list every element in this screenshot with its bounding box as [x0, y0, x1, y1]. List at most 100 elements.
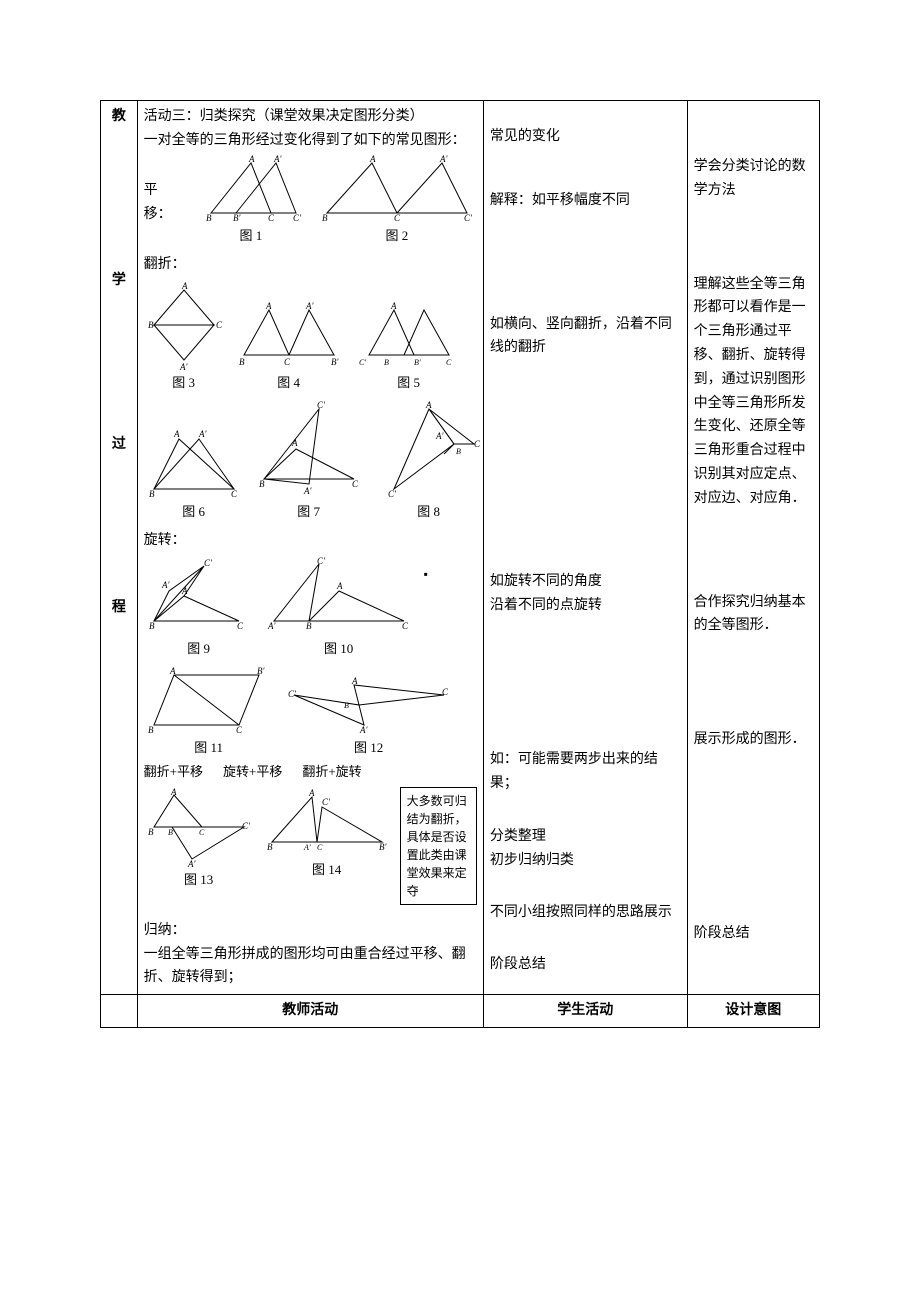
svg-text:A': A'	[359, 725, 368, 735]
content-row: 教 学 过 程 活动三：归类探究（课堂效果决定图形分类） 一对全等的三角形经过变…	[101, 101, 820, 995]
fig8: A A' B C C' 图 8	[374, 399, 484, 523]
svg-text:C': C'	[359, 358, 366, 367]
teacher-cell: 活动三：归类探究（课堂效果决定图形分类） 一对全等的三角形经过变化得到了如下的常…	[137, 101, 483, 995]
svg-text:A': A'	[267, 621, 276, 631]
svg-text:C': C'	[464, 213, 473, 223]
svg-text:A: A	[181, 586, 188, 596]
student-cell: 常见的变化 解释：如平移幅度不同 如横向、竖向翻折，沿着不同线的翻折 如旋转不同…	[483, 101, 687, 995]
lesson-plan-table: 教 学 过 程 活动三：归类探究（课堂效果决定图形分类） 一对全等的三角形经过变…	[100, 100, 820, 1028]
svg-text:A: A	[308, 788, 315, 798]
svg-text:C: C	[268, 213, 275, 223]
header-design: 设计意图	[687, 995, 819, 1028]
svg-text:C: C	[394, 213, 401, 223]
svg-text:B: B	[149, 489, 155, 499]
guina-t: 一组全等三角形拼成的图形均可由重合经过平移、翻折、旋转得到；	[144, 943, 477, 991]
svg-text:C: C	[317, 843, 323, 852]
svg-text:A: A	[265, 301, 272, 311]
fig13-svg: A B B' C C' A'	[144, 787, 254, 867]
fig2: A A' B C C' 图 2	[317, 153, 477, 247]
svg-text:C: C	[216, 320, 223, 330]
svg-text:A: A	[169, 666, 176, 676]
note-box: 大多数可归结为翻折，具体是否设置此类由课堂效果来定夺	[400, 787, 477, 905]
design-cell: 学会分类讨论的数学方法 理解这些全等三角形都可以看作是一个三角形通过平移、翻折、…	[687, 101, 819, 995]
design-d2: 理解这些全等三角形都可以看作是一个三角形通过平移、翻折、旋转得到，通过识别图形中…	[694, 273, 813, 511]
rail-char: 学	[107, 269, 131, 293]
fig8-svg: A A' B C C'	[374, 399, 484, 499]
svg-text:C': C'	[388, 489, 397, 499]
svg-text:C: C	[446, 358, 452, 367]
label-pingyi: 平移：	[144, 179, 185, 227]
svg-text:C': C'	[293, 213, 302, 223]
fig1-svg: A A' B B' C C'	[191, 153, 311, 223]
fig4: A A' B C B' 图 4	[234, 300, 344, 394]
fig6-label: 图 6	[182, 501, 205, 523]
svg-text:C: C	[199, 828, 205, 837]
guina-h: 归纳：	[144, 919, 477, 943]
svg-text:B': B'	[331, 357, 339, 367]
fig2-label: 图 2	[386, 225, 409, 247]
svg-text:B: B	[149, 621, 155, 631]
svg-text:B: B	[267, 842, 273, 852]
design-d1: 学会分类讨论的数学方法	[694, 155, 813, 203]
fig14-label: 图 14	[312, 859, 341, 881]
svg-text:B': B'	[168, 828, 175, 837]
svg-text:A: A	[390, 301, 397, 311]
fig5-label: 图 5	[397, 372, 420, 394]
fig1: A A' B B' C C' 图 1	[191, 153, 311, 247]
fig11-svg: A B' B C	[144, 665, 274, 735]
fig11-label: 图 11	[194, 737, 223, 759]
svg-text:A': A'	[435, 431, 444, 441]
fig9-label: 图 9	[187, 638, 210, 660]
fig10: C' A A' B C 图 10	[264, 556, 414, 660]
svg-text:B: B	[306, 621, 312, 631]
design-d5: 阶段总结	[694, 922, 813, 946]
fig11: A B' B C 图 11	[144, 665, 274, 759]
fig12: A B C C' A' 图 12	[284, 675, 454, 759]
svg-text:C': C'	[322, 797, 331, 807]
svg-text:B: B	[148, 827, 154, 837]
fig14: A C' B A' C B' 图 14	[262, 787, 392, 881]
svg-text:A': A'	[303, 843, 311, 852]
fig5-svg: A C' B B' C	[354, 300, 464, 370]
svg-text:B: B	[239, 357, 245, 367]
fig12-svg: A B C C' A'	[284, 675, 454, 735]
header-student: 学生活动	[483, 995, 687, 1028]
fig4-svg: A A' B C B'	[234, 300, 344, 370]
svg-text:B: B	[148, 320, 154, 330]
fig3: A B C A' 图 3	[144, 280, 224, 394]
fig6-svg: A A' B C	[144, 419, 244, 499]
dot-marker: ▪	[424, 564, 428, 584]
rail-char: 过	[107, 433, 131, 457]
combo2: 旋转+平移	[223, 761, 282, 783]
student-s3: 如横向、竖向翻折，沿着不同线的翻折	[490, 313, 681, 361]
svg-text:C: C	[236, 725, 243, 735]
svg-text:A: A	[369, 154, 376, 164]
fig7-label: 图 7	[297, 501, 320, 523]
svg-text:C: C	[231, 489, 238, 499]
fig13-label: 图 13	[184, 869, 213, 891]
svg-text:C': C'	[317, 400, 326, 410]
activity-title: 活动三：归类探究（课堂效果决定图形分类）	[144, 105, 477, 129]
student-s7: 不同小组按照同样的思路展示	[490, 901, 681, 925]
fig14-svg: A C' B A' C B'	[262, 787, 392, 857]
activity-intro: 一对全等的三角形经过变化得到了如下的常见图形：	[144, 129, 477, 153]
svg-text:A': A'	[187, 859, 196, 867]
svg-text:A: A	[291, 438, 298, 448]
svg-text:A: A	[425, 400, 432, 410]
svg-text:C': C'	[317, 556, 326, 566]
svg-text:C: C	[402, 621, 409, 631]
rail-char: 程	[107, 596, 131, 620]
fig12-label: 图 12	[354, 737, 383, 759]
svg-text:B: B	[148, 725, 154, 735]
label-fanzhe: 翻折：	[144, 253, 477, 277]
student-s1: 常见的变化	[490, 125, 681, 149]
svg-text:B': B'	[414, 358, 421, 367]
header-row: 教师活动 学生活动 设计意图	[101, 995, 820, 1028]
fig4-label: 图 4	[277, 372, 300, 394]
fig3-label: 图 3	[172, 372, 195, 394]
combo1: 翻折+平移	[144, 761, 203, 783]
svg-text:B': B'	[233, 213, 241, 223]
svg-text:B: B	[344, 701, 349, 710]
svg-text:C: C	[352, 479, 359, 489]
fig9: C' A' A B C 图 9	[144, 556, 254, 660]
